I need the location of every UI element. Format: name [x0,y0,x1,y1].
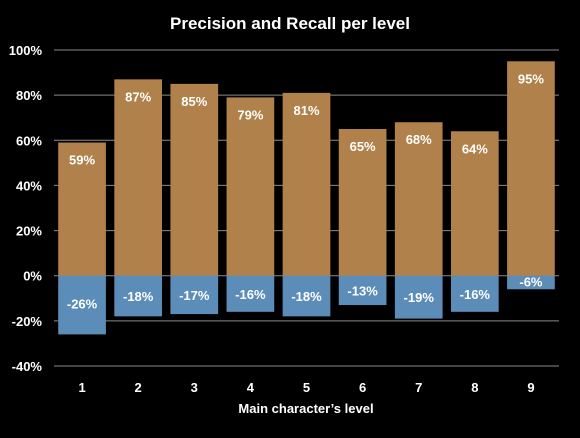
x-axis-label: Main character’s level [238,401,373,416]
precision-data-label: 87% [125,89,151,104]
recall-data-label: -26% [67,297,98,312]
precision-bar [394,122,443,276]
recall-data-label: -13% [347,283,378,298]
recall-bar [394,275,443,319]
x-tick-label: 9 [527,380,534,395]
recall-data-label: -18% [123,289,154,304]
recall-bar [282,275,331,317]
recall-bar [58,275,106,335]
y-tick-label: 80% [16,88,42,103]
recall-bar [450,275,499,312]
y-tick-label: 40% [16,178,42,193]
recall-bar [338,275,387,306]
y-tick-label: 100% [9,43,43,58]
x-tick-label: 3 [191,380,198,395]
y-tick-label: 20% [16,224,42,239]
recall-bar [170,275,219,315]
recall-bar [507,275,555,290]
recall-data-label: -17% [179,288,210,303]
bars [58,61,555,335]
precision-bar [226,97,275,276]
precision-bar [338,129,387,276]
recall-data-label: -18% [291,289,322,304]
precision-bar [450,131,499,276]
recall-data-label: -19% [404,290,435,305]
precision-data-label: 85% [181,94,207,109]
x-tick-label: 7 [415,380,422,395]
chart-title: Precision and Recall per level [170,14,410,33]
x-tick-label: 8 [471,380,478,395]
y-tick-label: -20% [12,314,43,329]
x-axis-tick-labels: 1 2 3 4 5 6 7 8 9 [78,380,534,395]
precision-bar [507,61,555,276]
recall-data-label: -16% [235,287,266,302]
x-tick-label: 1 [78,380,85,395]
x-tick-label: 2 [135,380,142,395]
y-tick-label: 60% [16,133,42,148]
recall-bar [226,275,275,312]
recall-data-label: -6% [519,275,543,290]
precision-bar [170,83,219,276]
y-tick-label: -40% [12,359,43,374]
precision-data-label: 79% [237,107,263,122]
x-tick-label: 4 [247,380,255,395]
precision-bar [58,142,106,276]
precision-data-label: 65% [350,139,376,154]
x-tick-label: 6 [359,380,366,395]
precision-bar [282,92,331,276]
precision-bar [114,79,163,276]
precision-data-label: 68% [406,132,432,147]
y-axis-tick-labels: -40% -20% 0% 20% 40% 60% 80% 100% [9,43,43,374]
precision-data-label: 81% [293,103,319,118]
recall-data-label: -16% [460,287,491,302]
precision-data-label: 64% [462,141,488,156]
y-tick-label: 0% [23,269,42,284]
data-labels: 59% -26% 87% -18% 85% -17% 79% -16% 81% -18% 65% -1… [67,71,545,311]
precision-data-label: 59% [69,153,95,168]
recall-bar [114,275,163,317]
precision-data-label: 95% [518,71,544,86]
x-tick-label: 5 [303,380,310,395]
